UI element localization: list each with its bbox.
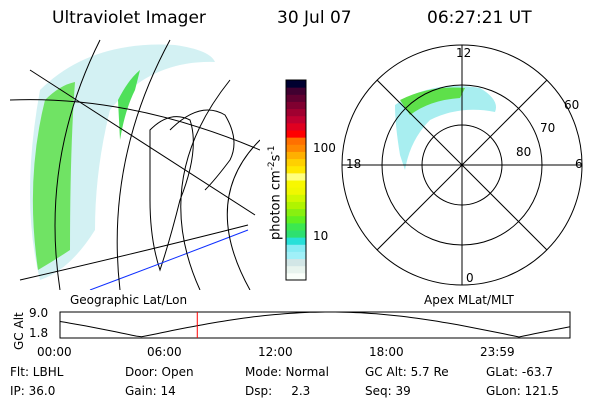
colorbar-segment bbox=[286, 172, 306, 181]
colorbar-unit-base: photon cm bbox=[268, 170, 284, 240]
polar-map bbox=[341, 44, 583, 286]
status-glon: GLon: 121.5 bbox=[486, 384, 559, 398]
colorbar-unit-exp2: -1 bbox=[267, 145, 277, 155]
grid-line bbox=[10, 99, 260, 151]
aurora-bright-band bbox=[32, 82, 75, 270]
status-dsp: Dsp: 2.3 bbox=[245, 384, 311, 398]
xtick-3: 18:00 bbox=[369, 345, 404, 359]
status-gc-alt: GC Alt: 5.7 Re bbox=[365, 365, 449, 379]
colorbar-segment bbox=[286, 108, 306, 117]
colorbar-frame bbox=[285, 79, 307, 281]
status-door: Door: Open bbox=[125, 365, 194, 379]
status-seq: Seq: 39 bbox=[365, 384, 411, 398]
altitude-ylabel: GC Alt bbox=[12, 312, 26, 350]
colorbar-segment bbox=[286, 180, 306, 188]
altitude-ytick-min: 1.8 bbox=[29, 326, 49, 340]
aurora-bright-streak bbox=[118, 70, 140, 140]
colorbar-segment bbox=[286, 94, 306, 102]
grid-line bbox=[19, 224, 249, 281]
colorbar-unit-exp1: -2 bbox=[267, 161, 277, 171]
time-label: 06:27:21 UT bbox=[427, 8, 532, 28]
status-filter: Flt: LBHL bbox=[10, 365, 64, 379]
grid-line bbox=[29, 69, 256, 216]
colorbar-segment bbox=[286, 258, 306, 267]
colorbar-segment bbox=[286, 144, 306, 152]
mlat-label-80: 80 bbox=[516, 145, 532, 159]
colorbar-segment bbox=[286, 201, 306, 210]
colorbar-segment bbox=[286, 122, 306, 131]
mlat-label-70: 70 bbox=[540, 121, 556, 135]
colorbar-segment bbox=[286, 251, 306, 260]
date-label: 30 Jul 07 bbox=[277, 8, 352, 28]
terminator-line bbox=[89, 229, 249, 290]
colorbar-segment bbox=[286, 80, 306, 88]
mlt-line bbox=[376, 79, 548, 251]
colorbar-segment bbox=[286, 215, 306, 224]
grid-line bbox=[226, 139, 260, 290]
colorbar-segment bbox=[286, 101, 306, 110]
instrument-title: Ultraviolet Imager bbox=[52, 8, 206, 28]
mlt-label-0: 0 bbox=[466, 271, 474, 285]
colorbar-tick-10: 10 bbox=[313, 229, 329, 243]
colorbar-segment bbox=[286, 187, 306, 195]
colorbar-segment bbox=[286, 87, 306, 95]
xtick-1: 06:00 bbox=[147, 345, 182, 359]
mlt-label-6: 6 bbox=[575, 157, 583, 171]
altitude-strip bbox=[59, 311, 571, 339]
colorbar-unit-s: s bbox=[268, 154, 284, 162]
altitude-ytick-max: 9.0 bbox=[29, 306, 49, 320]
colorbar-segment bbox=[286, 244, 306, 252]
colorbar-segment bbox=[286, 165, 306, 174]
grid-line bbox=[54, 39, 101, 290]
xtick-4: 23:59 bbox=[480, 345, 515, 359]
colorbar-segment bbox=[286, 265, 306, 274]
status-mode: Mode: Normal bbox=[245, 365, 329, 379]
altitude-series bbox=[59, 311, 571, 338]
status-ip: IP: 36.0 bbox=[10, 384, 56, 398]
colorbar-segment bbox=[286, 194, 306, 202]
mlt-label-18: 18 bbox=[346, 157, 362, 171]
colorbar-segment bbox=[286, 230, 306, 238]
aurora-emission bbox=[30, 44, 215, 280]
geographic-map bbox=[10, 39, 260, 290]
colorbar-segment bbox=[286, 158, 306, 167]
right-map-label: Apex MLat/MLT bbox=[424, 293, 514, 307]
mlat-label-60: 60 bbox=[564, 98, 580, 112]
coastline bbox=[149, 116, 194, 272]
status-glat: GLat: -63.7 bbox=[486, 365, 553, 379]
colorbar-segment bbox=[286, 208, 306, 217]
coastline bbox=[169, 109, 235, 191]
colorbar bbox=[285, 79, 307, 281]
colorbar-segment bbox=[286, 151, 306, 160]
aurora-oval-bright bbox=[400, 87, 465, 115]
colorbar-segment bbox=[286, 137, 306, 145]
colorbar-segment bbox=[286, 272, 306, 281]
altitude-frame bbox=[59, 311, 571, 339]
colorbar-segment bbox=[286, 237, 306, 245]
colorbar-segment bbox=[286, 115, 306, 124]
colorbar-segment bbox=[286, 222, 306, 231]
grid-line bbox=[116, 39, 171, 290]
status-gain: Gain: 14 bbox=[125, 384, 176, 398]
mlt-label-12: 12 bbox=[456, 46, 472, 60]
colorbar-tick-100: 100 bbox=[313, 141, 336, 155]
xtick-2: 12:00 bbox=[258, 345, 293, 359]
xtick-0: 00:00 bbox=[37, 345, 72, 359]
grid-line bbox=[180, 79, 231, 290]
left-map-label: Geographic Lat/Lon bbox=[70, 293, 188, 307]
colorbar-unit: photon cm-2s-1 bbox=[267, 146, 283, 240]
colorbar-segment bbox=[286, 130, 306, 138]
